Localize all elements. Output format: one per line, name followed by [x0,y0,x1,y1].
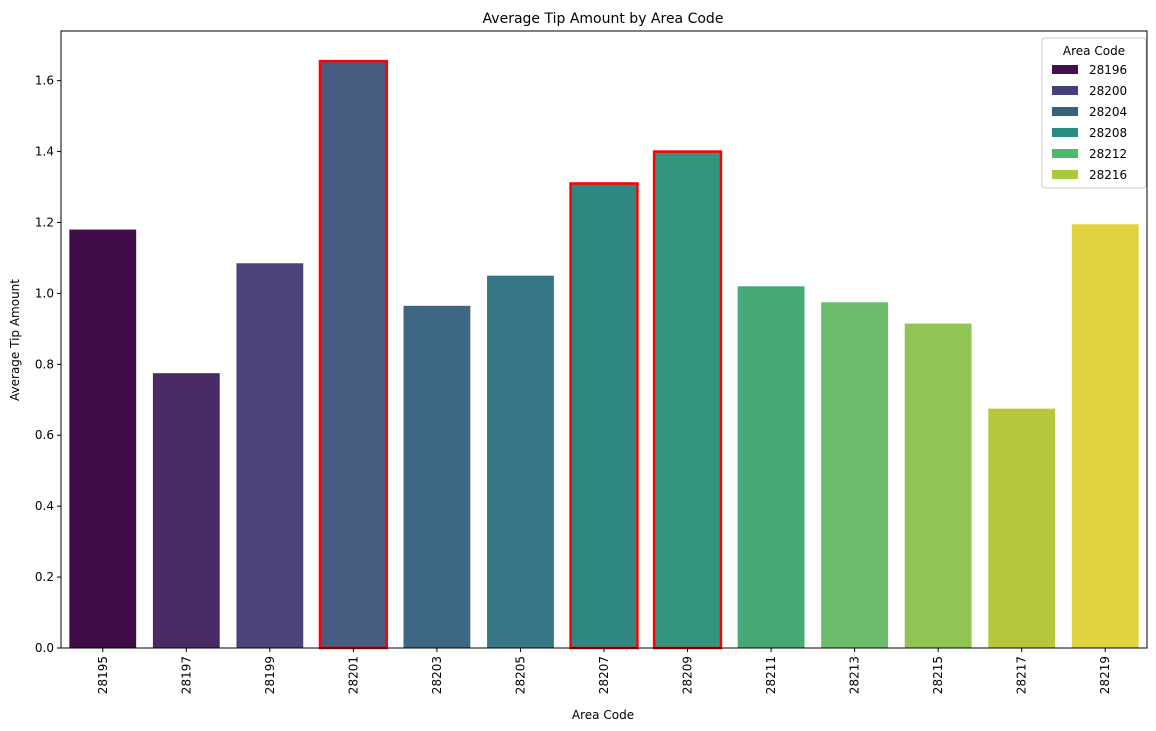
legend-label: 28212 [1089,147,1127,161]
legend-swatch [1052,170,1078,179]
bar-28219 [1071,224,1139,648]
x-tick-label: 28219 [1098,656,1112,694]
x-tick-label: 28201 [346,656,360,694]
y-tick-label: 1.0 [35,286,54,300]
bar-28209 [652,150,723,650]
x-tick-label: 28209 [681,656,695,694]
legend-swatch [1052,107,1078,116]
y-tick-label: 1.6 [35,74,54,88]
legend-label: 28196 [1089,63,1127,77]
bar-28205 [487,275,554,648]
x-tick-label: 28199 [263,656,277,694]
legend-label: 28200 [1089,84,1127,98]
y-tick-label: 0.2 [35,570,54,584]
x-axis: 28195 28197 28199 28201 28203 28205 28207 28209… [96,648,1112,694]
x-tick-label: 28213 [848,656,862,694]
y-axis-title: Average Tip Amount [8,279,22,401]
legend-swatch [1052,86,1078,95]
x-axis-title: Area Code [572,708,634,722]
y-axis: 0.0 0.2 0.4 0.6 0.8 1.0 1.2 1.4 1.6 [35,74,61,655]
bar-28207 [569,182,639,650]
bar-28197 [152,373,220,648]
x-tick-label: 28211 [764,656,778,694]
bars-group [69,59,1139,650]
legend-swatch [1052,128,1078,137]
x-tick-label: 28217 [1015,656,1029,694]
bar-28217 [988,408,1056,648]
legend-label: 28208 [1089,126,1127,140]
legend-label: 28204 [1089,105,1127,119]
legend-entries: 28196 28200 28204 28208 28212 28216 [1052,63,1127,182]
x-tick-label: 28197 [179,656,193,694]
legend-swatch [1052,65,1078,74]
bar-28213 [821,302,889,648]
x-tick-label: 28207 [597,656,611,694]
bar-28211 [737,286,805,648]
chart-title: Average Tip Amount by Area Code [483,11,724,27]
legend-title: Area Code [1063,44,1125,58]
y-tick-label: 0.8 [35,357,54,371]
y-tick-label: 0.4 [35,499,54,513]
legend-label: 28216 [1089,168,1127,182]
bar-28215 [904,323,972,648]
y-tick-label: 1.4 [35,145,54,159]
plot-frame [60,30,1148,649]
y-tick-label: 1.2 [35,215,54,229]
bar-28199 [236,263,304,648]
bar-28201 [318,59,389,650]
x-tick-label: 28215 [931,656,945,694]
x-tick-label: 28203 [430,656,444,694]
y-tick-label: 0.6 [35,428,54,442]
bar-28195 [69,229,137,648]
bar-28203 [403,305,471,648]
x-tick-label: 28195 [96,656,110,694]
legend-swatch [1052,149,1078,158]
y-tick-label: 0.0 [35,641,54,655]
x-tick-label: 28205 [513,656,527,694]
legend: Area Code 28196 28200 28204 28208 28212 28216 [1041,37,1147,189]
